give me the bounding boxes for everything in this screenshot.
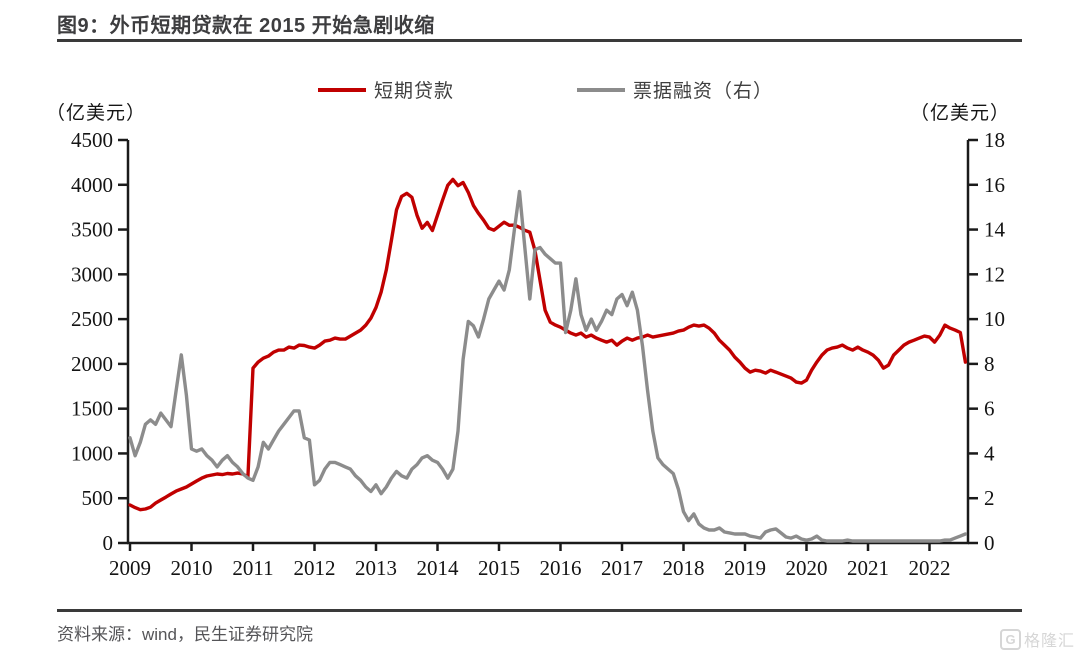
x-axis-tick-label: 2021 [847,556,889,580]
series-line-short-term-loans [128,177,968,512]
y-axis-left-tick-label: 3500 [71,218,113,242]
y-axis-left-tick-label: 1500 [71,397,113,421]
source-text: 资料来源：wind，民生证券研究院 [57,625,313,644]
y-axis-left-tick-label: 1000 [71,441,113,465]
x-axis-tick-label: 2011 [232,556,273,580]
y-axis-right-tick-label: 16 [984,173,1005,197]
gelonghui-logo-icon: G [1000,628,1021,650]
source-rule [57,609,1022,612]
y-axis-right-tick-label: 14 [984,218,1006,242]
x-axis-tick-label: 2019 [724,556,766,580]
x-axis-tick-label: 2015 [478,556,520,580]
y-axis-left-tick-label: 500 [82,486,114,510]
x-axis-tick-label: 2014 [417,556,460,580]
y-axis-right-tick-label: 12 [984,262,1005,286]
series-line-bill-financing [128,189,968,543]
left-axis-unit-label: （亿美元） [46,103,147,124]
x-axis-tick-label: 2009 [109,556,151,580]
x-axis-tick-label: 2012 [294,556,336,580]
x-axis-tick-label: 2020 [786,556,828,580]
legend-line-red [318,87,366,92]
figure-title: 图9：外币短期贷款在 2015 开始急剧收缩 [57,15,435,37]
x-axis-tick-label: 2018 [663,556,705,580]
gelonghui-logo: G 格隆汇 [1000,627,1075,651]
gelonghui-logo-text: 格隆汇 [1024,633,1076,650]
legend-item-bill-financing: 票据融资（右） [577,76,773,103]
x-axis-tick-label: 2017 [601,556,643,580]
x-axis-tick-label: 2013 [355,556,397,580]
legend-label: 短期贷款 [374,81,455,102]
right-axis-unit-label: （亿美元） [910,103,1011,124]
y-axis-right-tick-label: 6 [984,397,995,421]
y-axis-right-tick-label: 4 [984,441,995,465]
y-axis-left-tick-label: 4000 [71,173,113,197]
y-axis-right-tick-label: 0 [984,531,995,555]
legend-line-gray [577,87,625,92]
title-rule [57,39,1022,42]
x-axis-tick-label: 2010 [171,556,213,580]
y-axis-right-tick-label: 10 [984,307,1005,331]
y-axis-left-tick-label: 2000 [71,352,113,376]
y-axis-left-tick-label: 3000 [71,262,113,286]
y-axis-left-tick-label: 2500 [71,307,113,331]
y-axis-right-tick-label: 2 [984,486,995,510]
x-axis-tick-label: 2022 [909,556,951,580]
y-axis-right-tick-label: 8 [984,352,995,376]
legend-item-short-term-loans: 短期贷款 [318,76,454,103]
y-axis-left-tick-label: 0 [103,531,114,555]
legend-label: 票据融资（右） [633,81,774,102]
y-axis-right-tick-label: 18 [984,128,1005,152]
y-axis-left-tick-label: 4500 [71,128,113,152]
x-axis-tick-label: 2016 [540,556,582,580]
